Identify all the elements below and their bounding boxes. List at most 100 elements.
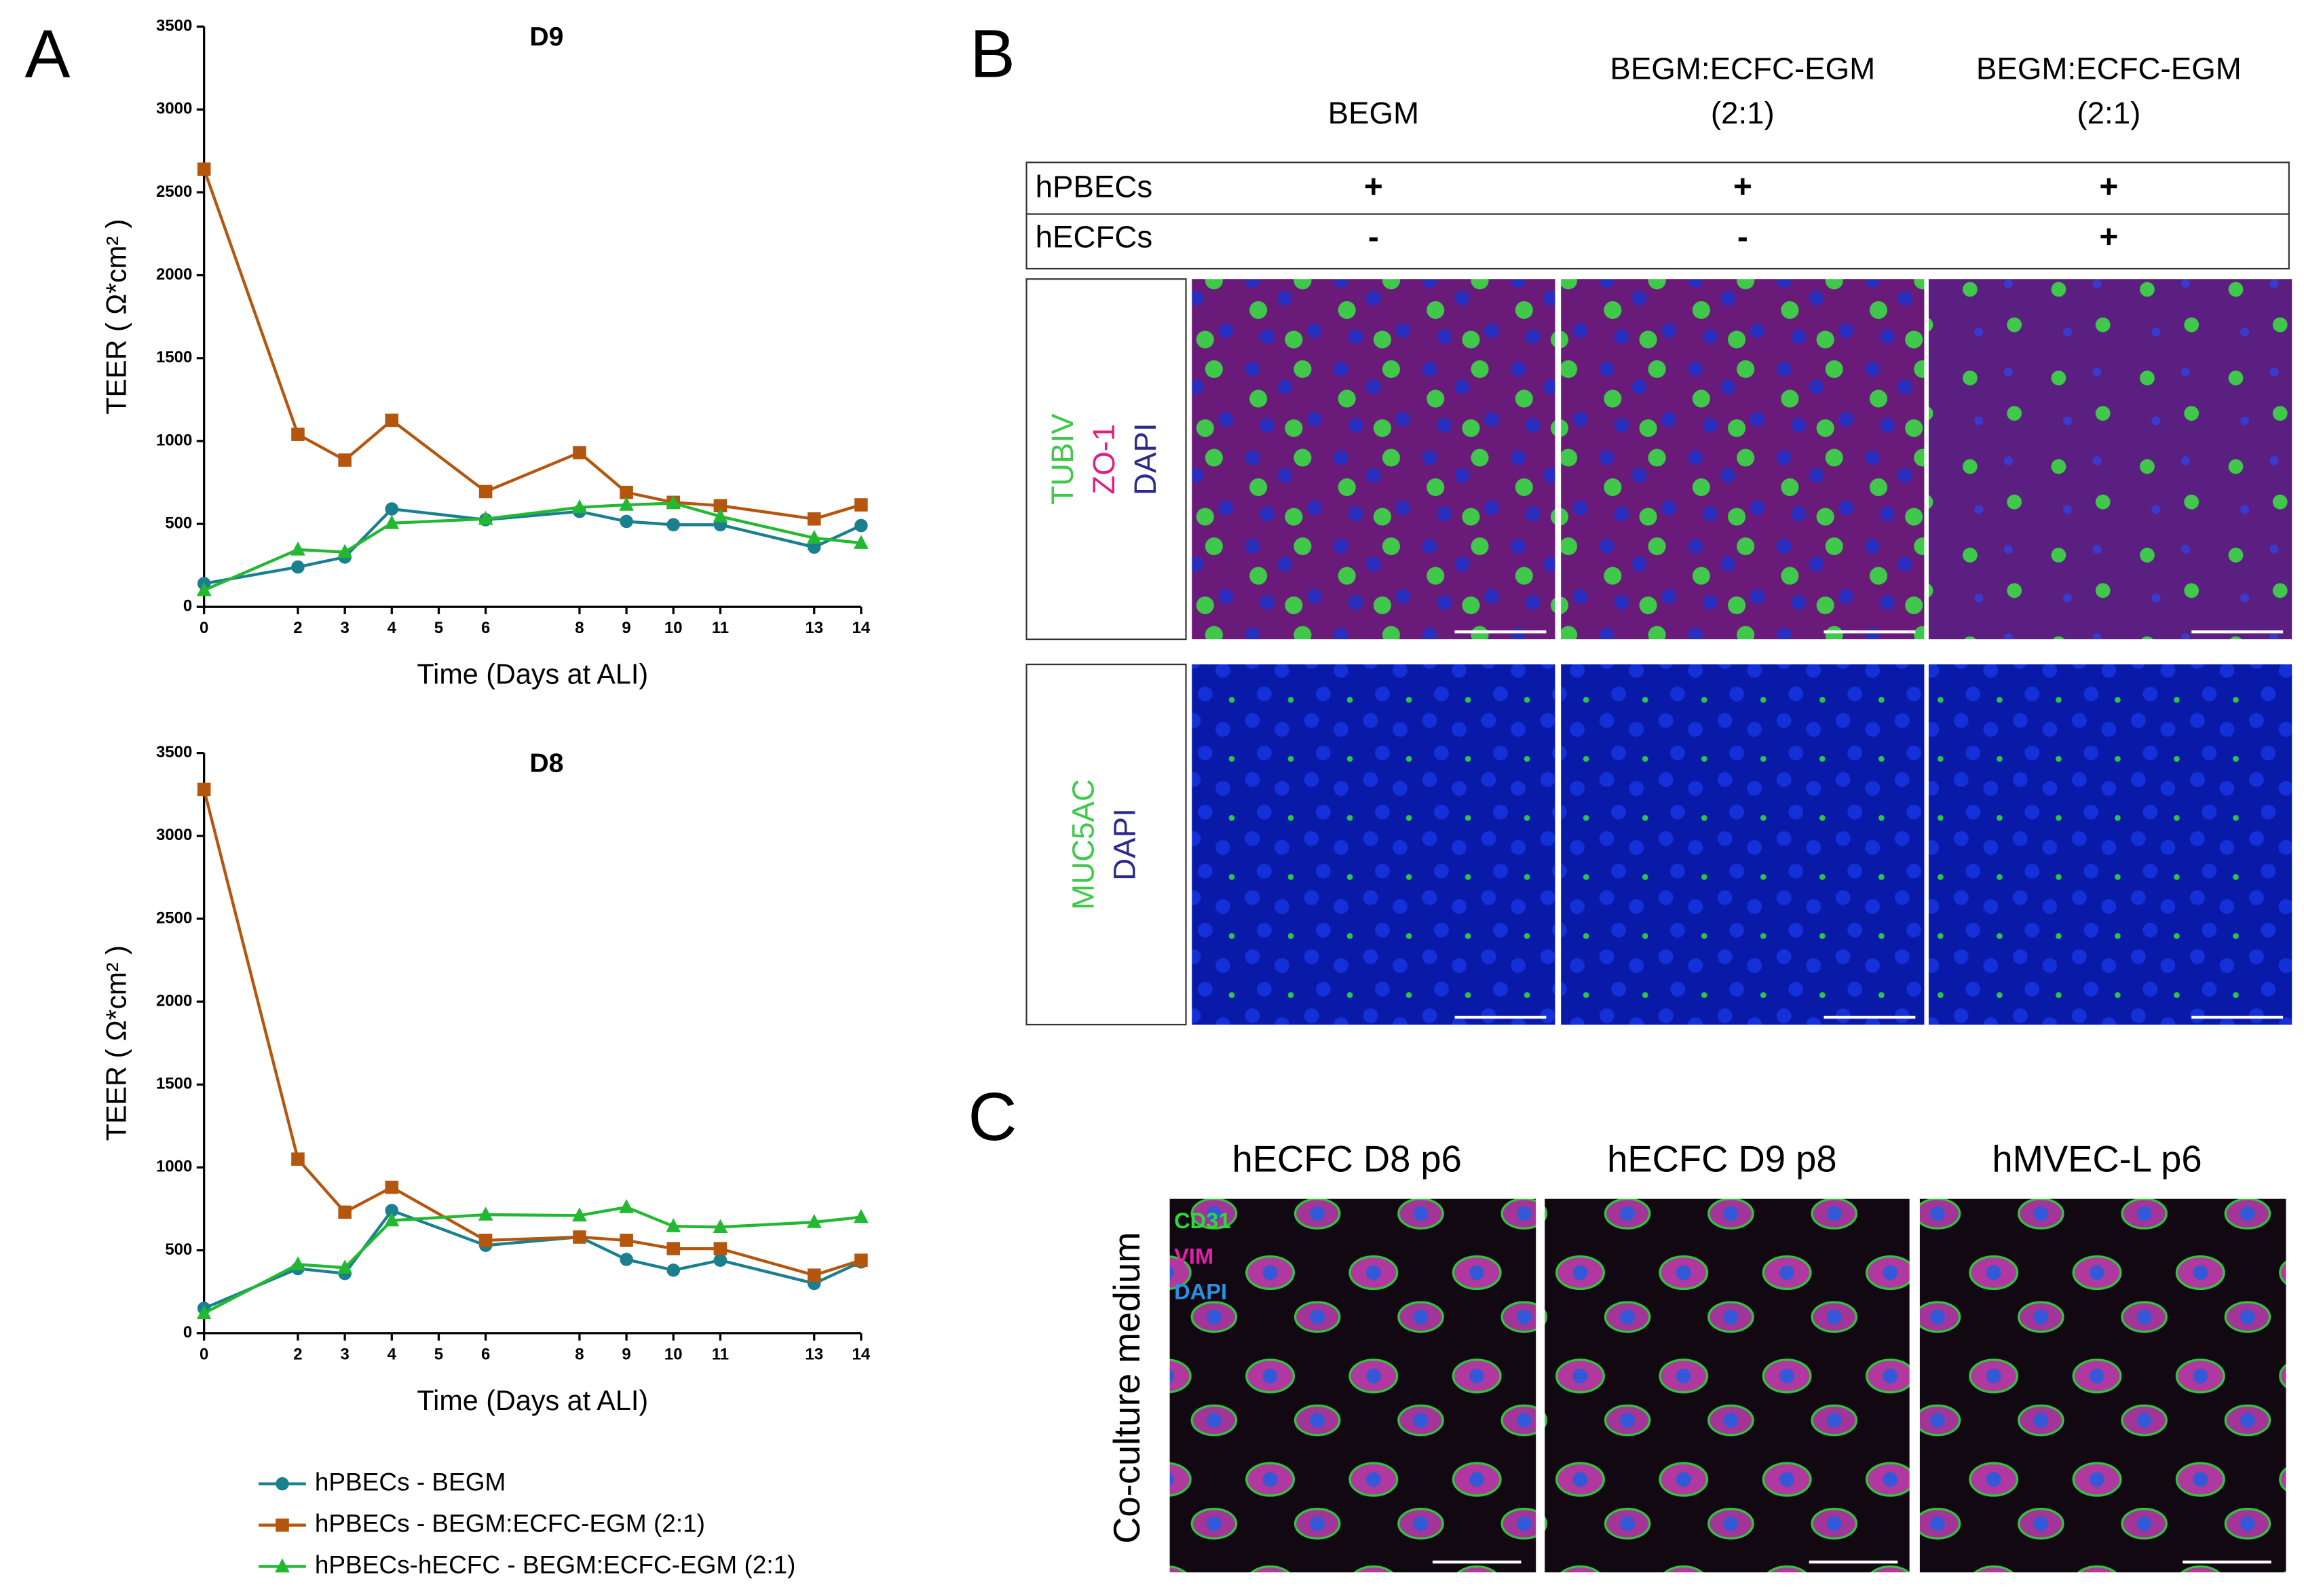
stain-label: VIM <box>1174 1243 1213 1268</box>
x-tick-label: 5 <box>434 1346 443 1364</box>
x-tick-label: 3 <box>340 1346 349 1364</box>
marker <box>572 499 587 514</box>
cell: - <box>1737 219 1748 255</box>
y-tick-label: 1500 <box>156 1075 192 1093</box>
marker <box>620 1253 633 1266</box>
x-tick-label: 8 <box>575 619 584 637</box>
micrograph <box>1928 279 2292 640</box>
marker <box>196 1305 212 1320</box>
x-tick-label: 6 <box>481 1346 490 1364</box>
marker <box>290 1256 305 1271</box>
micrograph <box>1169 1198 1536 1573</box>
marker <box>338 1205 352 1219</box>
chart-title: D8 <box>529 748 563 778</box>
marker <box>620 514 633 529</box>
y-tick-label: 3000 <box>156 100 192 118</box>
label-box <box>1025 278 1187 641</box>
x-tick-label: 8 <box>575 1346 584 1364</box>
row-label: hPBECs <box>1036 170 1153 204</box>
legend-label: hPBECs - BEGM <box>315 1468 506 1496</box>
micrograph <box>1928 664 2292 1025</box>
column-header: BEGM:ECFC-EGM <box>1976 51 2242 86</box>
marker <box>573 446 586 459</box>
x-tick-label: 0 <box>200 619 208 637</box>
marker <box>619 1199 634 1213</box>
x-tick-label: 2 <box>293 619 302 637</box>
layout <box>1025 162 2292 1573</box>
column-header: hECFC D8 p6 <box>1232 1139 1461 1180</box>
x-tick-label: 11 <box>712 1346 729 1364</box>
marker <box>713 1219 728 1234</box>
marker <box>806 529 822 544</box>
y-tick-label: 1000 <box>156 1158 192 1176</box>
marker <box>854 498 868 512</box>
marker <box>573 1230 586 1244</box>
panel-label: B <box>970 16 1015 92</box>
x-tick-label: 5 <box>434 619 443 637</box>
column-header: (2:1) <box>2077 96 2140 130</box>
series-line <box>202 788 862 1277</box>
cell: - <box>1368 219 1379 255</box>
marker <box>275 1558 290 1573</box>
y-tick-label: 500 <box>165 514 192 532</box>
marker <box>807 1268 821 1282</box>
stain-label: MUC5AC <box>1066 779 1101 910</box>
marker <box>197 162 211 176</box>
x-tick-label: 4 <box>388 1346 397 1364</box>
row-label: Co-culture medium <box>1106 1232 1148 1544</box>
marker <box>713 508 728 522</box>
x-tick-label: 6 <box>481 619 490 637</box>
y-tick-label: 500 <box>165 1240 192 1259</box>
y-tick-label: 2500 <box>156 909 192 927</box>
marker <box>197 782 211 797</box>
y-tick-label: 1000 <box>156 431 192 449</box>
chart-title: D9 <box>529 22 563 52</box>
marker <box>290 541 305 556</box>
marker <box>478 484 493 499</box>
panel-label: C <box>968 1079 1017 1155</box>
marker <box>291 560 305 574</box>
y-tick-label: 3500 <box>156 743 192 761</box>
y-axis-label: TEER ( Ω*cm² ) <box>100 219 132 415</box>
x-axis-label: Time (Days at ALI) <box>417 658 648 689</box>
marker <box>666 495 681 510</box>
marker <box>666 1264 681 1277</box>
marker <box>337 1259 353 1274</box>
micrograph <box>1561 279 1925 640</box>
marker <box>806 1214 822 1228</box>
micrograph <box>1192 664 1555 1025</box>
x-tick-label: 11 <box>712 619 729 637</box>
x-tick-label: 4 <box>388 619 397 637</box>
label-box <box>1025 664 1187 1026</box>
marker <box>478 510 493 525</box>
marker <box>196 582 212 596</box>
stain-label: TUBIV <box>1045 413 1080 505</box>
series-line <box>204 507 862 586</box>
marker <box>291 1152 305 1166</box>
table-box <box>1025 162 2290 270</box>
column-header: BEGM:ECFC-EGM <box>1610 51 1875 86</box>
x-tick-label: 0 <box>200 1346 208 1364</box>
column-header: BEGM <box>1328 96 1420 130</box>
x-tick-label: 13 <box>805 619 823 637</box>
x-tick-label: 2 <box>293 1346 302 1364</box>
marker <box>713 499 728 513</box>
x-tick-label: 10 <box>664 619 683 637</box>
x-tick-label: 9 <box>622 1346 630 1364</box>
y-tick-label: 2000 <box>156 265 192 284</box>
x-tick-label: 13 <box>805 1346 823 1364</box>
marker <box>666 1218 681 1232</box>
x-tick-label: 9 <box>622 619 630 637</box>
column-header: hECFC D9 p8 <box>1607 1139 1836 1180</box>
marker <box>807 512 821 526</box>
micrograph <box>1919 1198 2286 1573</box>
panel-label: A <box>25 16 71 92</box>
legend-label: hPBECs-hECFC - BEGM:ECFC-EGM (2:1) <box>315 1551 796 1578</box>
marker <box>666 518 681 532</box>
x-tick-label: 14 <box>852 1346 871 1364</box>
marker <box>666 1242 681 1255</box>
y-tick-label: 0 <box>183 1323 192 1342</box>
stain-label: CD31 <box>1174 1208 1230 1233</box>
marker <box>385 502 399 516</box>
marker <box>620 1234 633 1247</box>
